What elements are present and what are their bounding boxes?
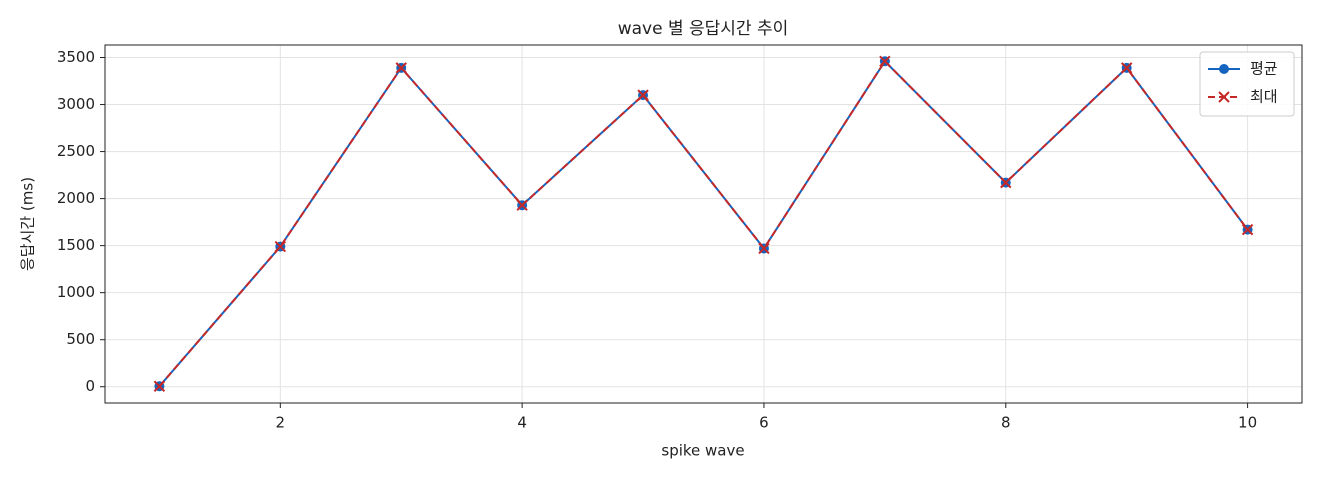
legend-label: 최대	[1250, 88, 1278, 106]
y-tick-label: 500	[66, 330, 95, 348]
point	[637, 89, 649, 101]
point	[1120, 62, 1133, 74]
legend-box	[1199, 51, 1295, 117]
y-tick-label: 2000	[57, 189, 95, 207]
legend-marker	[1218, 91, 1230, 103]
x-tick-label: 10	[1238, 414, 1257, 432]
point	[1241, 223, 1254, 236]
series-line	[158, 59, 1249, 387]
y-tick-label: 3000	[57, 95, 95, 113]
point	[879, 55, 891, 67]
point	[516, 199, 528, 211]
x-tick-label: 6	[759, 414, 769, 432]
y-tick-label: 3500	[57, 48, 95, 66]
x-tick-label: 8	[1001, 414, 1011, 432]
y-tick-label: 2500	[57, 142, 95, 160]
x-tick-label: 4	[517, 414, 527, 432]
point	[153, 380, 166, 392]
point	[758, 242, 770, 255]
y-tick-label: 0	[85, 377, 95, 395]
legend-marker	[1219, 64, 1229, 74]
chart-title: wave 별 응답시간 추이	[618, 19, 789, 39]
x-tick-label: 2	[276, 414, 286, 432]
y-axis-label: 응답시간 (ms)	[19, 177, 37, 271]
y-tick-label: 1500	[57, 236, 95, 254]
y-tick-label: 1000	[57, 283, 95, 301]
point	[395, 62, 407, 74]
plot-frame	[104, 44, 1303, 404]
point	[1000, 176, 1012, 189]
series-line	[158, 59, 1249, 387]
point	[274, 240, 287, 253]
legend-label: 평균	[1250, 60, 1278, 78]
x-axis-label: spike wave	[661, 442, 744, 460]
